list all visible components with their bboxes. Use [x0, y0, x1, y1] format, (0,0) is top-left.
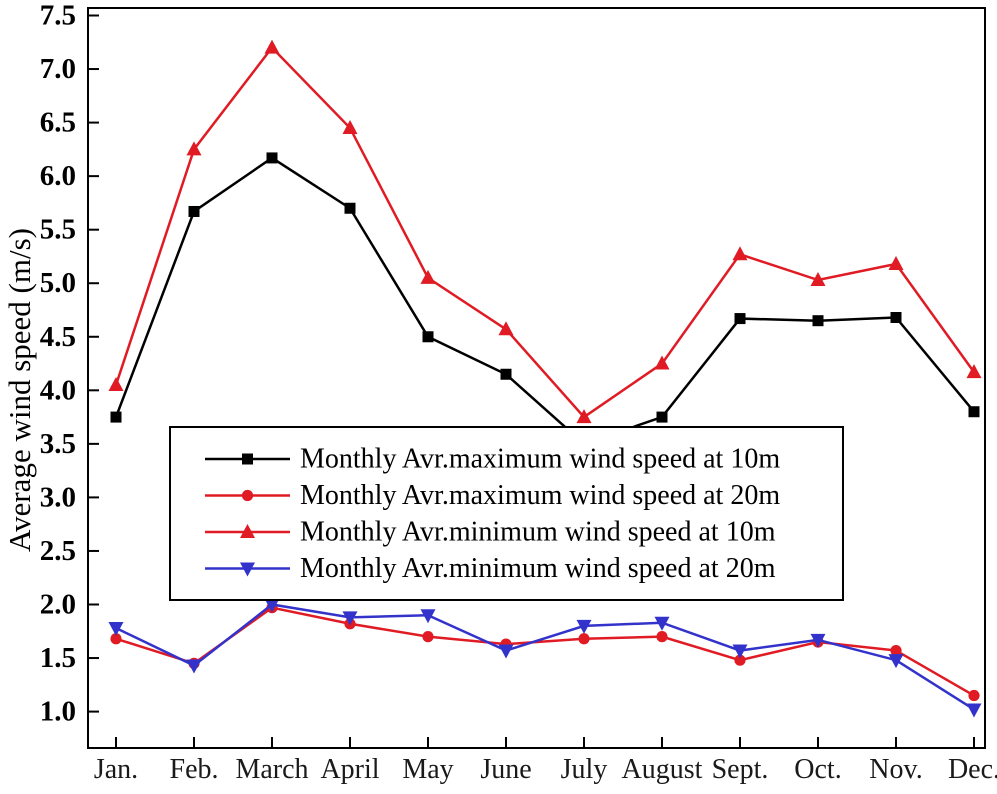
x-tick-label: Jan.	[94, 754, 138, 785]
data-point-marker	[342, 611, 358, 626]
y-tick-label: 5.5	[40, 214, 76, 246]
x-tick-label: Sept.	[712, 754, 769, 785]
data-point-marker	[500, 368, 512, 380]
legend-marker-circle	[241, 489, 254, 502]
legend-label: Monthly Avr.minimum wind speed at 10m	[300, 517, 776, 548]
y-tick-label: 7.5	[40, 0, 76, 31]
data-point-marker	[266, 152, 278, 164]
data-point-marker	[732, 246, 748, 261]
data-point-marker	[498, 321, 514, 336]
data-point-marker	[654, 616, 670, 631]
data-point-marker	[968, 406, 980, 418]
data-point-marker	[108, 376, 124, 391]
data-point-marker	[186, 659, 202, 674]
data-point-marker	[888, 255, 904, 270]
data-point-marker	[186, 141, 202, 156]
y-tick-label: 4.5	[40, 321, 76, 353]
data-point-marker	[422, 631, 434, 643]
x-tick-label: June	[480, 754, 531, 785]
y-tick-label: 1.0	[40, 696, 76, 728]
data-point-marker	[188, 205, 200, 217]
data-point-marker	[732, 644, 748, 659]
legend-label: Monthly Avr.maximum wind speed at 20m	[300, 480, 780, 511]
x-tick-label: Feb.	[170, 754, 219, 785]
legend-label: Monthly Avr.maximum wind speed at 10m	[300, 444, 780, 475]
legend-item: Monthly Avr.minimum wind speed at 10m	[205, 517, 776, 548]
x-tick-label: Dec.	[948, 754, 997, 785]
data-point-marker	[110, 411, 122, 423]
data-point-marker	[734, 654, 746, 666]
x-tick-label: Oct.	[794, 754, 841, 785]
data-point-marker	[810, 633, 826, 648]
data-point-marker	[890, 644, 902, 657]
series-line	[114, 45, 976, 419]
data-point-marker	[578, 633, 590, 645]
x-tick-label: July	[561, 754, 608, 785]
y-axis-title: Average wind speed (m/s)	[2, 228, 37, 552]
legend-item: Monthly Avr.minimum wind speed at 20m	[205, 553, 776, 584]
data-point-marker	[422, 331, 434, 343]
data-point-marker	[420, 609, 436, 624]
data-point-marker	[654, 355, 670, 370]
series-line	[115, 603, 975, 711]
data-point-marker	[966, 364, 982, 379]
plot-frame	[87, 7, 986, 749]
y-tick-label: 6.5	[40, 107, 76, 139]
x-tick-label: August	[622, 754, 703, 785]
data-point-marker	[810, 272, 826, 287]
y-tick-label: 3.0	[40, 481, 76, 513]
y-tick-label: 1.5	[40, 642, 76, 674]
series-triangle-down	[108, 598, 982, 718]
data-point-marker	[108, 622, 124, 637]
x-tick-label: March	[235, 754, 308, 785]
data-point-marker	[888, 654, 904, 669]
y-tick-label: 4.0	[40, 374, 76, 406]
legend-item: Monthly Avr.maximum wind speed at 10m	[205, 444, 780, 475]
data-point-marker	[264, 598, 280, 613]
legend-marker-triangle-down	[240, 562, 255, 577]
legend: Monthly Avr.maximum wind speed at 10m Mon…	[169, 426, 844, 601]
data-point-marker	[110, 633, 122, 645]
data-point-marker	[498, 644, 514, 659]
legend-label: Monthly Avr.minimum wind speed at 20m	[300, 553, 776, 584]
data-point-marker	[264, 39, 280, 54]
series-line	[114, 156, 975, 446]
data-point-marker	[656, 631, 668, 643]
y-axis: 1.0 1.5 2.0 2.5 3.0 3.5 4.0 4.5 5.0 5.5 6.0 6.5 7.0 7…	[40, 0, 99, 728]
legend-item: Monthly Avr.maximum wind speed at 20m	[205, 480, 780, 511]
legend-marker-square	[242, 453, 253, 465]
y-tick-label: 2.0	[40, 588, 76, 620]
x-axis: Jan. Feb. March April May June July August Sept.…	[94, 737, 997, 785]
y-tick-label: 7.0	[40, 53, 76, 85]
series-triangle-up	[108, 39, 982, 424]
legend-box	[169, 426, 844, 601]
data-point-marker	[342, 119, 358, 134]
series-circle	[110, 602, 980, 702]
data-point-marker	[812, 315, 824, 327]
data-point-marker	[576, 409, 592, 424]
y-tick-label: 2.5	[40, 535, 76, 567]
series-line	[115, 606, 975, 697]
series-square	[110, 152, 980, 450]
x-tick-label: May	[402, 754, 453, 785]
data-point-marker	[344, 202, 356, 214]
data-point-marker	[966, 703, 982, 718]
data-point-marker	[968, 689, 980, 702]
x-tick-label: Nov.	[869, 754, 922, 785]
data-point-marker	[734, 313, 746, 325]
data-point-marker	[420, 269, 436, 284]
legend-marker-triangle-up	[240, 524, 255, 538]
x-tick-label: April	[320, 754, 379, 785]
data-point-marker	[576, 619, 592, 634]
y-tick-label: 6.0	[40, 160, 76, 192]
data-point-marker	[890, 311, 902, 323]
data-point-marker	[656, 411, 668, 423]
y-tick-label: 5.0	[40, 267, 76, 299]
y-tick-label: 3.5	[40, 428, 76, 460]
